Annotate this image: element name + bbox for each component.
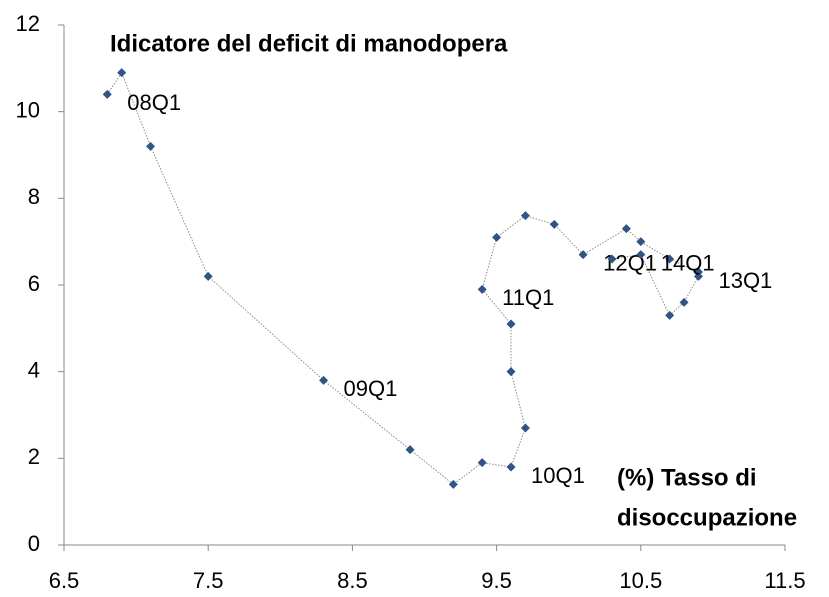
point	[477, 284, 487, 294]
x-tick-label: 11.5	[764, 568, 805, 593]
x-axis-label: disoccupazione	[617, 504, 797, 531]
point	[621, 224, 631, 234]
point	[520, 211, 530, 221]
point	[665, 254, 675, 264]
y-tick-label: 12	[16, 11, 40, 36]
point-label: 14Q1	[661, 250, 715, 275]
point	[448, 479, 458, 489]
x-tick-label: 7.5	[193, 568, 224, 593]
x-tick-label: 9.5	[481, 568, 512, 593]
x-tick-label: 6.5	[49, 568, 80, 593]
point	[506, 319, 516, 329]
point	[607, 254, 617, 264]
point-label: 10Q1	[531, 463, 585, 488]
point	[636, 237, 646, 247]
point-label: 13Q1	[718, 268, 772, 293]
point	[549, 219, 559, 229]
point-label: 09Q1	[344, 376, 398, 401]
point	[506, 462, 516, 472]
point	[477, 458, 487, 468]
point	[679, 297, 689, 307]
y-tick-label: 8	[28, 184, 40, 209]
y-tick-label: 4	[28, 357, 40, 382]
x-tick-label: 10.5	[619, 568, 662, 593]
point	[636, 250, 646, 260]
point	[693, 271, 703, 281]
point	[203, 271, 213, 281]
point	[665, 310, 675, 320]
point-label: 11Q1	[502, 285, 554, 310]
y-tick-label: 2	[28, 444, 40, 469]
point	[117, 68, 127, 78]
point	[319, 375, 329, 385]
connecting-line	[106, 71, 699, 485]
point	[506, 367, 516, 377]
y-tick-label: 6	[28, 271, 40, 296]
point	[146, 141, 156, 151]
point-label: 08Q1	[127, 90, 181, 115]
chart-title: Idicatore del deficit di manodopera	[110, 30, 508, 57]
y-tick-label: 0	[28, 531, 40, 556]
point	[102, 89, 112, 99]
point	[578, 250, 588, 260]
y-tick-label: 10	[16, 97, 40, 122]
point-label: 12Q1	[603, 250, 657, 275]
x-axis-label: (%) Tasso di	[617, 464, 757, 491]
point	[520, 423, 530, 433]
x-tick-label: 8.5	[337, 568, 368, 593]
point	[492, 232, 502, 242]
point	[405, 445, 415, 455]
